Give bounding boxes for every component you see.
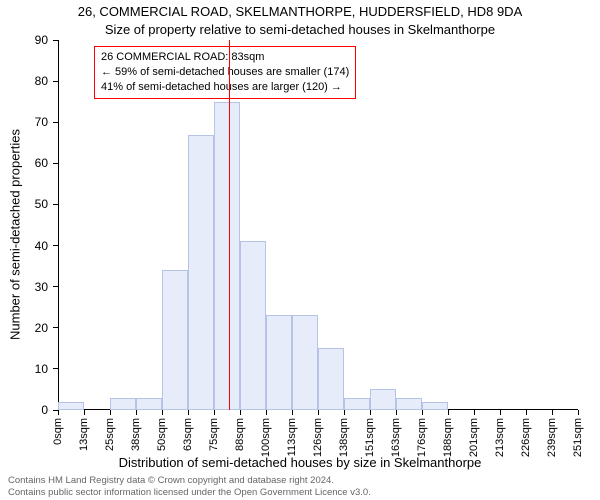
x-tick [344, 410, 345, 415]
x-tick-label: 50sqm [156, 418, 168, 451]
x-tick [136, 410, 137, 415]
x-tick [188, 410, 189, 415]
y-tick-label: 10 [35, 362, 48, 376]
annotation-line-3: 41% of semi-detached houses are larger (… [101, 80, 349, 95]
x-tick-label: 88sqm [234, 418, 246, 451]
x-tick-label: 251sqm [572, 418, 584, 457]
y-tick-label: 50 [35, 197, 48, 211]
histogram-bar [110, 398, 136, 410]
histogram-bar [292, 315, 318, 410]
histogram-bar [318, 348, 344, 410]
y-tick-label: 80 [35, 74, 48, 88]
chart-subtitle: Size of property relative to semi-detach… [0, 22, 600, 37]
x-tick [422, 410, 423, 415]
histogram-bar [422, 402, 448, 410]
x-tick [448, 410, 449, 415]
x-tick [526, 410, 527, 415]
y-tick [53, 163, 58, 164]
x-tick [578, 410, 579, 415]
x-tick-label: 163sqm [390, 418, 402, 457]
marker-line [229, 40, 230, 410]
x-tick-label: 75sqm [208, 418, 220, 451]
x-tick [292, 410, 293, 415]
histogram-bar [162, 270, 188, 410]
histogram-bar [188, 135, 214, 410]
histogram-bar [240, 241, 266, 410]
x-tick-label: 38sqm [130, 418, 142, 451]
y-tick-label: 40 [35, 239, 48, 253]
x-tick [370, 410, 371, 415]
y-tick-label: 20 [35, 321, 48, 335]
y-tick [53, 204, 58, 205]
x-tick-label: 13sqm [78, 418, 90, 451]
annotation-box: 26 COMMERCIAL ROAD: 83sqm ← 59% of semi-… [94, 46, 356, 99]
x-tick [474, 410, 475, 415]
annotation-line-1: 26 COMMERCIAL ROAD: 83sqm [101, 50, 349, 65]
chart-title: 26, COMMERCIAL ROAD, SKELMANTHORPE, HUDD… [0, 4, 600, 19]
x-tick [396, 410, 397, 415]
histogram-bar [214, 102, 240, 410]
x-tick [552, 410, 553, 415]
y-axis-label: Number of semi-detached properties [6, 50, 24, 420]
x-tick-label: 100sqm [260, 418, 272, 457]
x-tick-label: 226sqm [520, 418, 532, 457]
histogram-bar [266, 315, 292, 410]
y-tick [53, 245, 58, 246]
x-tick-label: 126sqm [312, 418, 324, 457]
histogram-bar [370, 389, 396, 410]
x-tick-label: 176sqm [416, 418, 428, 457]
histogram-bar [396, 398, 422, 410]
x-tick-label: 151sqm [364, 418, 376, 457]
y-tick-label: 60 [35, 156, 48, 170]
y-tick-label: 90 [35, 33, 48, 47]
annotation-line-2: ← 59% of semi-detached houses are smalle… [101, 65, 349, 80]
histogram-bar [58, 402, 84, 410]
y-tick [53, 368, 58, 369]
x-tick-label: 0sqm [52, 418, 64, 445]
x-tick [318, 410, 319, 415]
y-tick-label: 30 [35, 280, 48, 294]
x-tick-label: 138sqm [338, 418, 350, 457]
x-tick [240, 410, 241, 415]
x-tick-label: 201sqm [468, 418, 480, 457]
y-tick [53, 122, 58, 123]
x-tick [84, 410, 85, 415]
x-tick-label: 25sqm [104, 418, 116, 451]
plot-area: 26 COMMERCIAL ROAD: 83sqm ← 59% of semi-… [58, 40, 578, 410]
x-tick [266, 410, 267, 415]
histogram-bar [136, 398, 162, 410]
y-tick [53, 40, 58, 41]
x-tick-label: 63sqm [182, 418, 194, 451]
x-tick [162, 410, 163, 415]
x-tick-label: 239sqm [546, 418, 558, 457]
y-tick [53, 286, 58, 287]
y-tick-label: 70 [35, 115, 48, 129]
y-tick [53, 81, 58, 82]
y-tick-label: 0 [41, 403, 48, 417]
attribution-line-2: Contains public sector information licen… [8, 487, 371, 498]
x-tick [214, 410, 215, 415]
x-axis-label: Distribution of semi-detached houses by … [0, 455, 600, 470]
x-tick-label: 113sqm [286, 418, 298, 456]
x-tick-label: 213sqm [494, 418, 506, 457]
y-axis-line [58, 40, 59, 410]
x-tick [500, 410, 501, 415]
x-tick [110, 410, 111, 415]
x-tick-label: 188sqm [442, 418, 454, 457]
histogram-bar [344, 398, 370, 410]
y-tick [53, 327, 58, 328]
attribution-line-1: Contains HM Land Registry data © Crown c… [8, 475, 334, 486]
x-tick [58, 410, 59, 415]
